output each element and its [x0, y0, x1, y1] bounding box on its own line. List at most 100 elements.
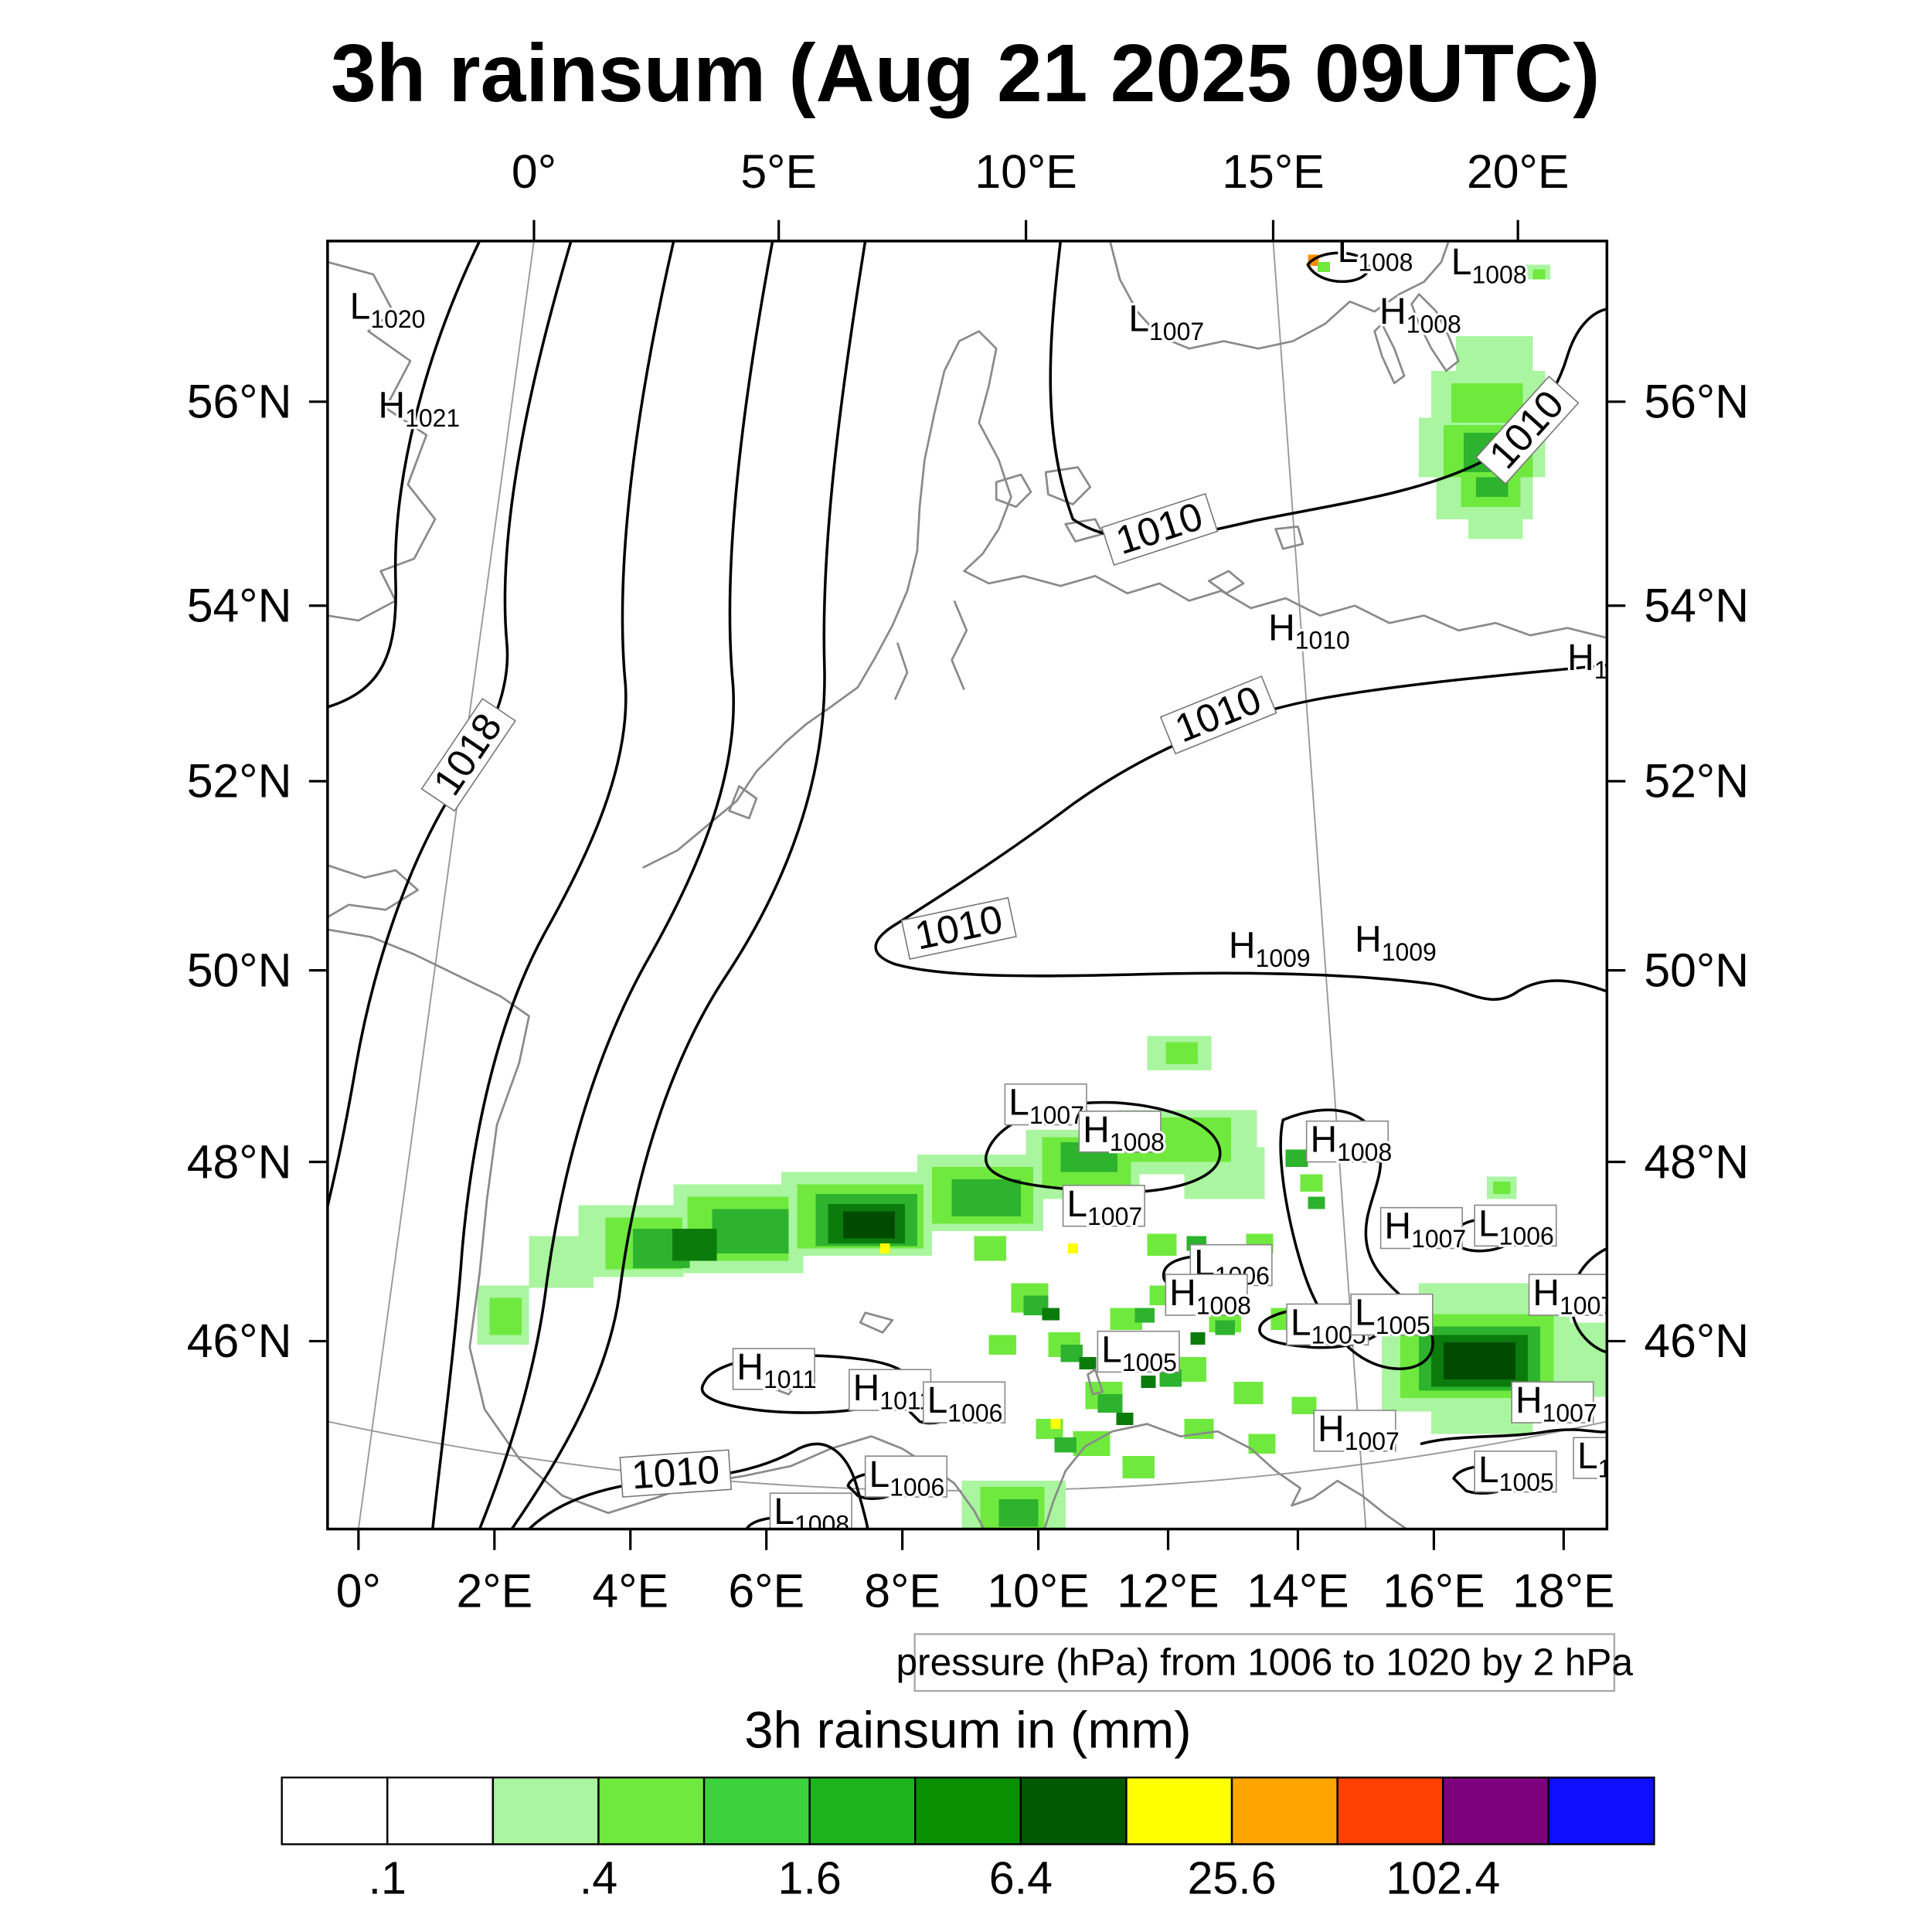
- pressure-center-label: H1007: [1515, 1380, 1597, 1427]
- rain-cell: [998, 1499, 1039, 1527]
- pressure-center-label: H1010: [1268, 608, 1350, 655]
- rain-cell: [1451, 383, 1523, 423]
- pressure-center-label: L1006: [869, 1454, 944, 1501]
- colorbar-cell: [1230, 1776, 1338, 1845]
- pressure-center-box: [1474, 1450, 1557, 1493]
- pressure-center-box: [732, 1348, 815, 1390]
- colorbar-cell: [702, 1776, 811, 1845]
- legend-title: 3h rainsum in (mm): [744, 1702, 1191, 1760]
- axis-tick-label: 54°N: [187, 580, 292, 632]
- coast-sweden: [1109, 240, 1450, 350]
- tspan-shape: H: [1567, 638, 1594, 679]
- pressure-center-box: [1528, 1274, 1607, 1316]
- pressure-center-label: L1006: [1478, 1203, 1554, 1250]
- rain-cell: [1291, 1396, 1317, 1414]
- axis-tick-label: 46°N: [187, 1315, 292, 1367]
- rain-cell: [879, 1243, 890, 1253]
- pressure-center-label: L1008: [774, 1492, 849, 1538]
- pressure-center-box: [864, 1455, 948, 1498]
- island-gotland: [1410, 293, 1460, 372]
- tspan-shape: L: [774, 1492, 794, 1532]
- river-weser: [893, 642, 909, 700]
- meridian-0E: [357, 240, 535, 1529]
- colorbar-tick-label: 6.4: [989, 1852, 1053, 1903]
- isobar-1006-southeast: [1420, 1428, 1607, 1445]
- tspan-shape: H: [1379, 291, 1406, 332]
- pressure-center-box: [1350, 1293, 1434, 1336]
- tspan-shape: L: [350, 287, 371, 328]
- pressure-center-box: [769, 1492, 852, 1529]
- rain-cell: [842, 1211, 896, 1239]
- colorbar-labels: .1 .4 1.6 6.4 25.6 102.4: [369, 1852, 1501, 1903]
- island-funen: [995, 473, 1032, 509]
- pressure-center-label: L1007: [1009, 1083, 1084, 1129]
- pressure-center-label: H1009: [1355, 920, 1437, 966]
- tspan-shape: H: [1515, 1380, 1543, 1421]
- contour-label-box: [900, 896, 1017, 961]
- rain-cell: [1165, 1042, 1198, 1065]
- colorbar-cell: [1019, 1776, 1128, 1845]
- pressure-center-label: H1007: [1384, 1206, 1466, 1253]
- tspan-shape: 1007: [1345, 1427, 1400, 1455]
- pressure-caption-box: pressure (hPa) from 1006 to 1020 by 2 hP…: [896, 1633, 1633, 1692]
- tspan-shape: 1006: [947, 1399, 1002, 1427]
- tspan-shape: 1005: [1122, 1349, 1177, 1376]
- contour-label-group: 1010: [1100, 492, 1219, 566]
- rain-cell: [1308, 1196, 1325, 1209]
- coast-england: [327, 260, 437, 622]
- page-title: 3h rainsum (Aug 21 2025 09UTC): [331, 28, 1600, 119]
- rain-cell: [1141, 1376, 1156, 1389]
- pressure-center-label: L1008: [1451, 242, 1527, 288]
- rain-cell: [712, 1209, 789, 1253]
- coast-france-italy: [327, 928, 985, 1529]
- isobar-1020: [327, 240, 481, 709]
- tspan-shape: L: [1478, 1450, 1499, 1491]
- axis-tick-label: 14°E: [1247, 1564, 1349, 1617]
- colorbar-cell: [808, 1776, 917, 1845]
- colorbar-tick-label: .1: [369, 1852, 406, 1903]
- tspan-shape: 1021: [405, 404, 460, 432]
- rain-cell: [951, 1179, 1022, 1216]
- colorbar-cell: [1125, 1776, 1233, 1845]
- pressure-center-box: [1305, 1120, 1389, 1163]
- pressure-caption: pressure (hPa) from 1006 to 1020 by 2 hP…: [896, 1640, 1633, 1683]
- rain-cell: [1042, 1308, 1060, 1321]
- tspan-shape: L: [1291, 1302, 1311, 1343]
- pressure-center-label: H1008: [1379, 291, 1461, 338]
- rain-cell: [1116, 1413, 1134, 1426]
- colorbar-cell: [1336, 1776, 1444, 1845]
- tspan-shape: 1008: [1471, 260, 1526, 288]
- axis-tick-label: 20°E: [1467, 145, 1569, 198]
- tspan-shape: H: [1318, 1409, 1345, 1450]
- tspan-shape: 10: [1598, 1454, 1626, 1482]
- tspan-shape: 1009: [1256, 944, 1311, 972]
- axis-tick-label: 12°E: [1117, 1564, 1219, 1617]
- axis-tick-label: 50°N: [187, 944, 292, 996]
- tspan-shape: 1008: [794, 1510, 849, 1538]
- tspan-shape: L: [1009, 1083, 1029, 1124]
- colorbar-cell: [597, 1776, 706, 1845]
- pressure-center-label: L1008: [1338, 230, 1413, 276]
- axis-tick-label: 10°E: [987, 1564, 1089, 1617]
- rain-cell: [1456, 336, 1533, 376]
- pressure-center-label: H1011: [736, 1347, 816, 1393]
- rain-cell: [672, 1228, 717, 1261]
- tspan-shape: L: [869, 1454, 889, 1495]
- axis-tick-label: 52°N: [187, 755, 292, 808]
- colorbar-cell: [1442, 1776, 1550, 1845]
- axis-tick-label: 54°N: [1644, 580, 1749, 632]
- pressure-center-box: [1511, 1381, 1594, 1423]
- axis-tick-label: 15°E: [1222, 145, 1324, 198]
- isobar-1010-south: [527, 1442, 869, 1529]
- tspan-shape: 1008: [1358, 248, 1413, 276]
- colorbar-tick-label: 1.6: [778, 1852, 842, 1903]
- contour-label-box: [1159, 675, 1277, 755]
- colorbar-cell: [492, 1776, 600, 1845]
- isobar-1010-north: [1049, 240, 1607, 540]
- contour-label-box: [1100, 492, 1219, 566]
- pressure-center-label: H1009: [1229, 926, 1311, 972]
- tspan-shape: 1008: [1406, 310, 1461, 338]
